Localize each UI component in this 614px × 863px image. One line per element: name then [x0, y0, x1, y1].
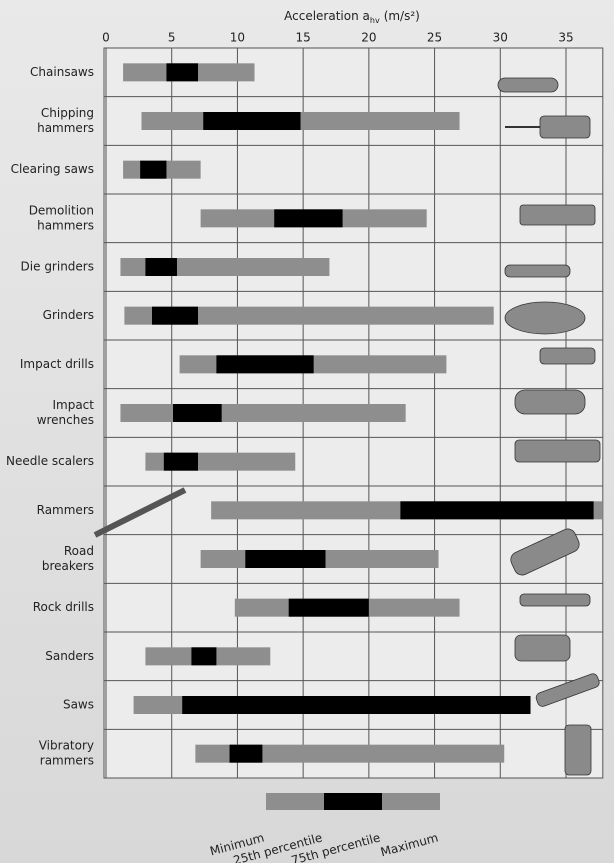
range-bar [195, 744, 505, 763]
iqr-bar [163, 452, 198, 471]
category-label: Road [64, 544, 94, 558]
x-tick-label: 10 [230, 31, 245, 45]
category-label: wrenches [37, 413, 94, 427]
category-label: Needle scalers [6, 454, 94, 468]
iqr-bar [288, 598, 369, 617]
icon [539, 347, 596, 365]
x-label: Acceleration a [284, 9, 370, 23]
iqr-bar [182, 696, 531, 714]
icon [504, 264, 571, 278]
icon [519, 593, 591, 607]
category-label: Sanders [45, 649, 94, 663]
iqr-bar [166, 63, 198, 82]
iqr-bar [145, 258, 177, 276]
range-bar [120, 404, 406, 422]
x-tick-label: 0 [102, 31, 110, 45]
icon [519, 204, 596, 226]
category-label: Rammers [37, 503, 94, 517]
category-label: Rock drills [33, 600, 94, 614]
icon [93, 487, 187, 538]
x-tick-label: 35 [558, 31, 573, 45]
category-label: Grinders [43, 308, 94, 322]
iqr-bar [216, 355, 314, 374]
category-label: Chainsaws [30, 65, 94, 79]
category-label: Die grinders [21, 260, 94, 274]
category-label: breakers [42, 559, 94, 573]
category-label: rammers [40, 754, 94, 768]
iqr-bar [245, 550, 326, 568]
range-bar [124, 306, 494, 325]
iqr-bar [203, 112, 301, 130]
iqr-bar [140, 160, 167, 179]
iqr-bar [191, 647, 217, 666]
category-label: Impact [52, 398, 94, 412]
tool-icons [93, 77, 601, 776]
x-tick-label: 5 [168, 31, 176, 45]
icon [535, 673, 600, 707]
plot-area: 0 5 10 15 20 25 30 35ChainsawsChippinghammersCl… [6, 31, 604, 779]
category-label: Clearing saws [11, 162, 94, 176]
icon [510, 528, 580, 576]
x-tick-label: 15 [296, 31, 311, 45]
x-tick-label: 30 [493, 31, 508, 45]
iqr-bar [229, 744, 263, 763]
category-label: Saws [63, 698, 94, 712]
category-label: Impact drills [20, 357, 94, 371]
icon [504, 301, 586, 335]
x-tick-label: 25 [427, 31, 442, 45]
icon [514, 389, 586, 415]
x-label-unit: (m/s²) [384, 9, 420, 23]
icon [539, 115, 591, 139]
icon [514, 634, 571, 662]
category-label: Demolition [29, 203, 94, 217]
icon [497, 77, 559, 93]
x-tick-label: 20 [361, 31, 376, 45]
iqr-bar [274, 209, 343, 228]
legend-iqr [324, 793, 382, 810]
iqr-bar [173, 404, 222, 422]
x-label-sub: hv [370, 16, 380, 25]
category-label: hammers [37, 218, 94, 232]
iqr-bar [400, 501, 594, 520]
category-label: hammers [37, 121, 94, 135]
icon [514, 439, 601, 463]
category-label: Chipping [41, 106, 94, 120]
x-axis-title: Acceleration ahv (m/s²) [284, 9, 420, 25]
iqr-bar [152, 306, 198, 325]
category-label: Vibratory [39, 739, 94, 753]
icon [564, 724, 592, 776]
